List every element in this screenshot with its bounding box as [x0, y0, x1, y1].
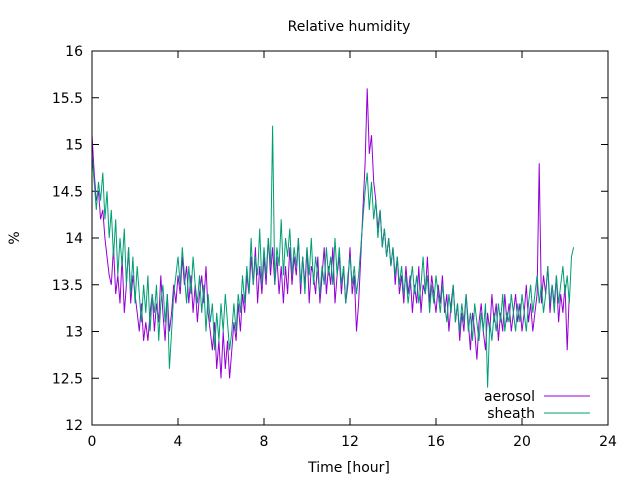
- y-tick-label: 14.5: [52, 184, 83, 200]
- series-line-aerosol: [91, 88, 570, 379]
- y-tick-label: 16: [65, 44, 83, 60]
- x-tick-label: 16: [427, 434, 445, 450]
- x-tick-label: 8: [260, 434, 269, 450]
- y-axis-label: %: [7, 231, 23, 244]
- series-line-sheath: [91, 125, 575, 388]
- y-tick-label: 15.5: [52, 91, 83, 107]
- x-tick-label: 0: [88, 434, 97, 450]
- x-axis-label: Time [hour]: [307, 460, 390, 476]
- x-tick-label: 24: [599, 434, 617, 450]
- axis-ticks: 12 12.5 13 13.5 14 14.5 15 15.5 16 0 4 8 12 16 20 24: [52, 44, 617, 450]
- x-tick-label: 4: [174, 434, 183, 450]
- legend-label-sheath: sheath: [487, 406, 535, 422]
- y-tick-label: 13.5: [52, 278, 83, 294]
- x-tick-label: 12: [341, 434, 359, 450]
- x-tick-label: 20: [513, 434, 531, 450]
- plot-frame: [91, 50, 609, 426]
- chart-title: Relative humidity: [288, 19, 411, 35]
- y-tick-label: 13: [65, 325, 83, 341]
- y-tick-label: 12.5: [52, 371, 83, 387]
- y-tick-label: 15: [65, 138, 83, 154]
- y-tick-label: 12: [65, 418, 83, 434]
- y-tick-label: 14: [65, 231, 83, 247]
- legend-label-aerosol: aerosol: [484, 389, 535, 405]
- data-series: [91, 88, 575, 388]
